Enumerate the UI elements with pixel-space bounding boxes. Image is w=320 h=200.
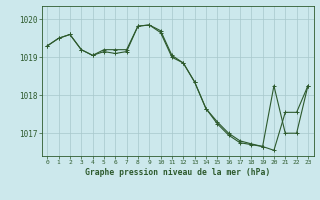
X-axis label: Graphe pression niveau de la mer (hPa): Graphe pression niveau de la mer (hPa)	[85, 168, 270, 177]
